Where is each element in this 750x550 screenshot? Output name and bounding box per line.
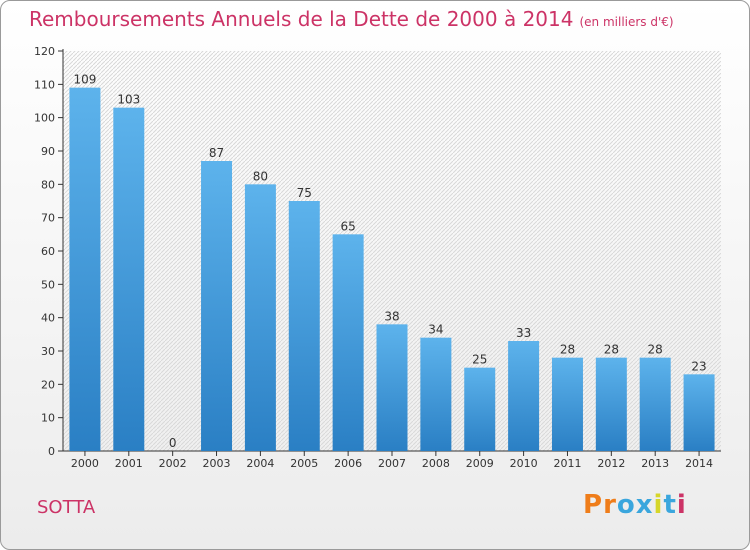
bar — [508, 341, 540, 451]
bar — [376, 324, 408, 451]
bar — [420, 337, 452, 451]
x-tick-label: 2006 — [334, 457, 362, 470]
y-tick-label: 100 — [34, 112, 55, 125]
bar — [639, 357, 671, 451]
y-tick-label: 40 — [41, 312, 55, 325]
y-tick-label: 70 — [41, 212, 55, 225]
y-tick-label: 50 — [41, 278, 55, 291]
chart-unit: (en milliers d'€) — [579, 15, 674, 29]
bar — [288, 201, 320, 451]
x-tick-label: 2013 — [641, 457, 669, 470]
x-tick-label: 2004 — [246, 457, 274, 470]
bar-value-label: 28 — [604, 343, 619, 357]
bar-value-label: 109 — [73, 73, 96, 87]
bar-value-label: 28 — [560, 343, 575, 357]
logo-letter: t — [663, 490, 677, 520]
bar-value-label: 87 — [209, 146, 224, 160]
x-tick-label: 2000 — [71, 457, 99, 470]
bar — [69, 87, 101, 452]
x-tick-label: 2011 — [553, 457, 581, 470]
bar — [683, 374, 715, 451]
bar-value-label: 38 — [384, 309, 399, 323]
y-tick-label: 30 — [41, 345, 55, 358]
bar-value-label: 0 — [169, 436, 177, 450]
x-tick-label: 2001 — [115, 457, 143, 470]
y-tick-label: 20 — [41, 378, 55, 391]
x-tick-label: 2009 — [466, 457, 494, 470]
logo-letter: i — [676, 490, 687, 520]
logo-letter: r — [603, 490, 617, 520]
bar — [464, 367, 496, 451]
x-tick-label: 2008 — [422, 457, 450, 470]
proxiti-logo: Proxiti — [583, 490, 687, 520]
y-tick-label: 90 — [41, 145, 55, 158]
plot-area: 0 10 20 30 40 50 60 70 80 90 100 110 120 109 2000 103 20… — [34, 45, 721, 470]
x-tick-label: 2005 — [290, 457, 318, 470]
bar — [595, 357, 627, 451]
bar — [551, 357, 583, 451]
bar-value-label: 33 — [516, 326, 531, 340]
bar-value-label: 75 — [297, 186, 312, 200]
bar — [201, 161, 233, 451]
commune-name: SOTTA — [37, 497, 96, 518]
y-tick-label: 0 — [48, 445, 55, 458]
bar-value-label: 23 — [691, 359, 706, 373]
bar — [332, 234, 364, 451]
x-tick-label: 2002 — [159, 457, 187, 470]
bar-value-label: 34 — [428, 323, 443, 337]
bar — [113, 107, 145, 452]
x-tick-label: 2003 — [203, 457, 231, 470]
y-tick-label: 60 — [41, 245, 55, 258]
logo-letter: i — [653, 490, 664, 520]
logo-letter: x — [635, 490, 654, 520]
bar-value-label: 25 — [472, 353, 487, 367]
logo-letter: o — [616, 490, 636, 520]
logo-letter: P — [583, 490, 604, 520]
y-tick-label: 120 — [34, 45, 55, 58]
chart-title-text: Remboursements Annuels de la Dette de 20… — [29, 7, 574, 31]
bar — [244, 184, 276, 452]
x-tick-label: 2012 — [597, 457, 625, 470]
x-tick-label: 2014 — [685, 457, 713, 470]
bar-value-label: 80 — [253, 169, 268, 183]
y-tick-label: 10 — [41, 412, 55, 425]
y-tick-label: 80 — [41, 178, 55, 191]
x-tick-label: 2007 — [378, 457, 406, 470]
y-tick-label: 110 — [34, 78, 55, 91]
bar-value-label: 28 — [648, 343, 663, 357]
x-tick-label: 2010 — [510, 457, 538, 470]
bar-value-label: 65 — [340, 219, 355, 233]
chart-title: Remboursements Annuels de la Dette de 20… — [29, 7, 674, 31]
bar-value-label: 103 — [117, 93, 140, 107]
